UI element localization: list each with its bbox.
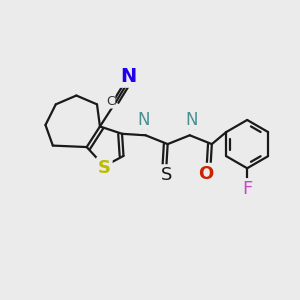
Text: N: N [138,111,150,129]
Text: S: S [160,166,172,184]
Text: F: F [242,180,252,198]
Text: N: N [120,67,136,86]
Text: N: N [185,111,197,129]
Text: C: C [106,95,115,108]
Text: O: O [198,165,214,183]
Text: H: H [187,120,196,133]
Text: S: S [98,159,111,177]
Text: H: H [140,120,149,133]
